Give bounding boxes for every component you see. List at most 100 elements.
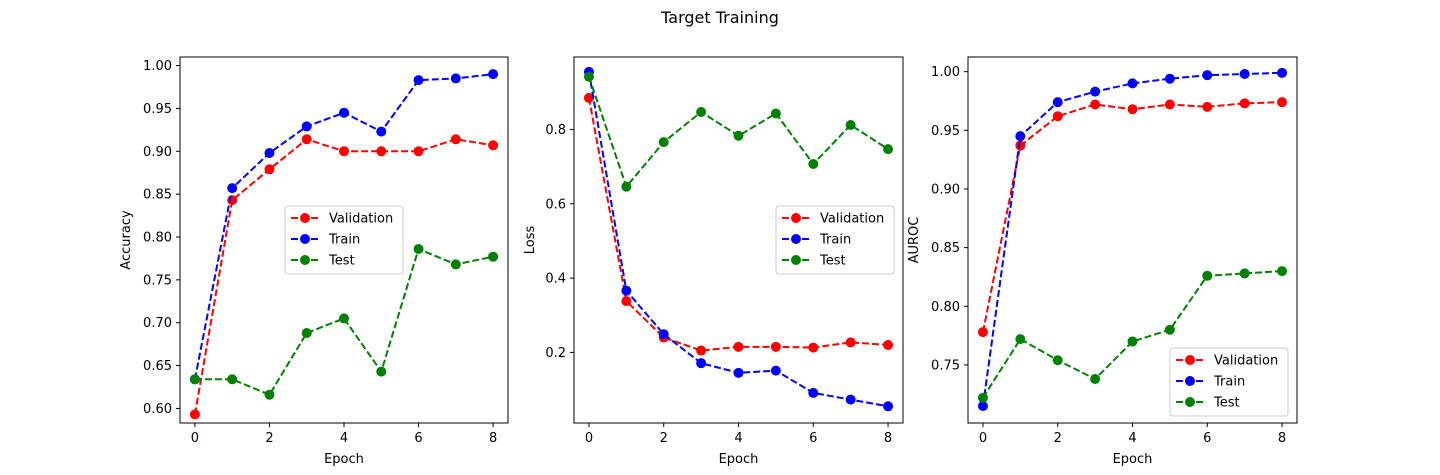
data-point-train: [883, 401, 894, 412]
y-tick-label: 0.8: [545, 123, 566, 138]
x-axis-label: Epoch: [1113, 452, 1153, 467]
data-point-test: [977, 392, 988, 403]
data-point-test: [189, 374, 200, 385]
legend-marker: [1185, 376, 1195, 386]
series-train: [583, 66, 894, 412]
series-test: [189, 244, 499, 400]
data-point-test: [301, 328, 312, 338]
data-point-validation: [696, 345, 707, 356]
data-point-validation: [264, 164, 275, 175]
data-point-test: [696, 106, 707, 117]
data-point-test: [376, 366, 387, 377]
data-point-train: [1202, 70, 1213, 81]
data-point-test: [845, 119, 856, 130]
x-tick-label: 8: [1278, 431, 1286, 446]
legend: Validation Train Test: [775, 205, 895, 275]
data-point-validation: [1277, 97, 1288, 108]
data-point-test: [1090, 374, 1101, 385]
data-point-test: [1127, 336, 1138, 347]
series-test: [583, 71, 894, 192]
legend-marker: [1185, 355, 1195, 365]
y-tick-label: 0.70: [143, 316, 172, 331]
y-tick-label: 0.4: [545, 272, 566, 287]
data-point-test: [1239, 268, 1250, 279]
legend-marker: [300, 213, 310, 223]
legend-label: Train: [328, 233, 360, 248]
x-tick-label: 0: [585, 431, 593, 446]
legend-label: Validation: [820, 212, 884, 227]
data-point-test: [1164, 324, 1175, 335]
data-point-validation: [376, 146, 387, 157]
data-point-validation: [770, 341, 781, 352]
x-tick-label: 6: [1203, 431, 1211, 446]
data-point-validation: [1239, 98, 1250, 109]
y-tick-label: 0.6: [545, 197, 566, 212]
legend-marker: [1185, 397, 1195, 407]
y-tick-label: 0.75: [931, 358, 960, 373]
x-tick-label: 2: [660, 431, 668, 446]
data-point-train: [227, 183, 238, 194]
legend-marker: [300, 255, 310, 265]
data-point-train: [1090, 86, 1101, 97]
data-point-validation: [621, 296, 632, 307]
series-validation: [189, 134, 499, 420]
series-validation: [583, 92, 894, 356]
x-axis-label: Epoch: [324, 452, 364, 467]
legend: Validation Train Test: [284, 205, 404, 275]
y-tick-label: 0.2: [545, 346, 566, 361]
series-train: [977, 67, 1288, 411]
data-point-validation: [733, 341, 744, 352]
series-line-validation: [981, 101, 1283, 333]
y-tick-label: 0.80: [143, 231, 172, 246]
data-point-test: [621, 181, 632, 192]
series-test: [977, 266, 1288, 403]
x-tick-label: 6: [414, 431, 422, 446]
data-point-validation: [808, 342, 819, 353]
legend-box: [775, 205, 895, 275]
data-point-train: [1239, 69, 1250, 80]
data-point-train: [1277, 67, 1288, 78]
data-point-validation: [227, 195, 238, 206]
legend-label: Validation: [1214, 354, 1278, 369]
data-point-train: [339, 107, 349, 118]
x-tick-label: 4: [340, 431, 348, 446]
series-line-test: [194, 247, 494, 396]
y-tick-label: 0.95: [143, 102, 172, 117]
chart-panel-1: 0 2 4 6 8 0.60 0.65 0.70 0.75 0.80 0.85 0.90 0.95 1.0…: [119, 56, 509, 467]
data-point-train: [658, 329, 669, 340]
y-tick-label: 0.95: [931, 124, 960, 139]
data-point-validation: [1164, 99, 1175, 110]
data-point-train: [413, 75, 424, 86]
y-axis-label: Loss: [523, 226, 538, 255]
x-tick-label: 6: [809, 431, 817, 446]
data-point-validation: [488, 140, 499, 151]
data-point-test: [808, 159, 819, 170]
data-point-test: [1052, 355, 1063, 366]
data-point-test: [658, 137, 669, 148]
x-axis-label: Epoch: [719, 452, 759, 467]
y-tick-label: 0.65: [143, 359, 172, 374]
legend-marker: [791, 234, 801, 244]
legend-label: Test: [328, 254, 355, 269]
y-tick-label: 0.80: [931, 300, 960, 315]
data-point-test: [450, 259, 461, 270]
data-point-test: [770, 108, 781, 119]
data-point-train: [1052, 97, 1063, 108]
x-tick-label: 2: [265, 431, 273, 446]
data-point-test: [1015, 334, 1026, 345]
series-train: [189, 69, 499, 385]
data-point-validation: [977, 327, 988, 338]
x-tick-label: 0: [191, 431, 199, 446]
chart-panel-2: 0 2 4 6 8 0.2 0.4 0.6 0.8 Epoch Loss Validation Trai…: [523, 56, 904, 467]
data-point-train: [621, 285, 632, 296]
data-point-validation: [413, 146, 424, 157]
data-point-train: [808, 387, 819, 398]
series-line-test: [982, 270, 1283, 399]
x-tick-label: 8: [489, 431, 497, 446]
data-point-validation: [189, 409, 200, 420]
data-point-test: [227, 374, 238, 385]
data-point-train: [1164, 73, 1175, 84]
x-tick-label: 0: [979, 431, 987, 446]
data-point-train: [696, 358, 707, 369]
